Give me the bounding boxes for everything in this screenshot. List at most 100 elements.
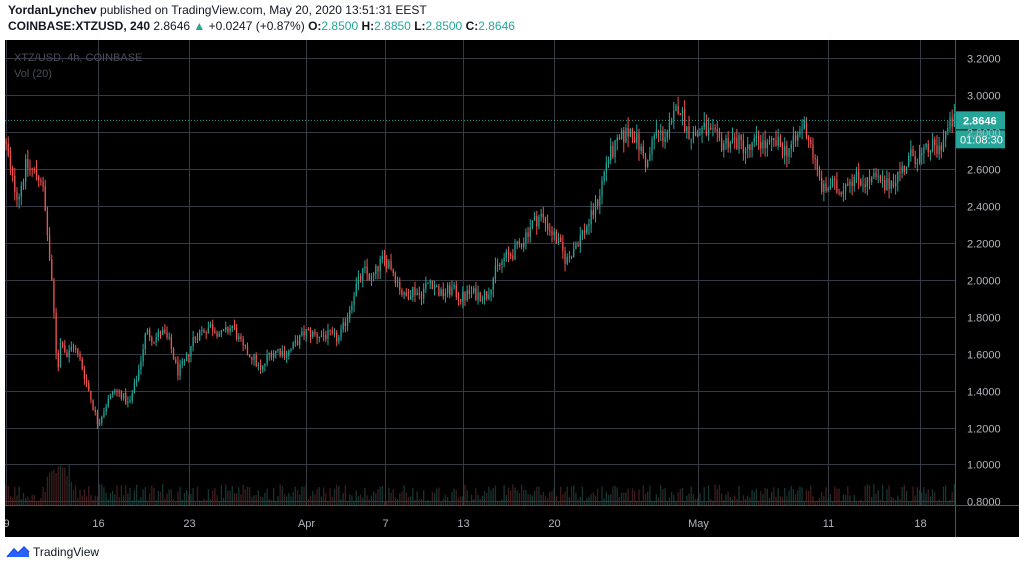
candle-up xyxy=(747,144,749,150)
candle-up xyxy=(768,140,771,143)
volume-bar xyxy=(85,496,88,505)
volume-bar xyxy=(340,499,342,505)
candle-down xyxy=(233,325,236,328)
volume-bar xyxy=(597,489,599,505)
candle-up xyxy=(218,333,220,337)
symbol-label[interactable]: COINBASE:XTZUSD, 240 xyxy=(8,19,151,33)
tradingview-logo-icon[interactable] xyxy=(6,545,30,559)
candle-down xyxy=(303,331,305,336)
volume-bar xyxy=(116,485,118,505)
candle-down xyxy=(879,175,882,181)
chart-panel[interactable]: 2.8646 01:08:30 0.8000 1.0000 1.2000 1.4000 1… xyxy=(5,40,1019,537)
volume-bar xyxy=(238,487,240,505)
volume-bar xyxy=(757,501,760,505)
candle-up xyxy=(514,244,516,260)
volume-bar xyxy=(214,488,216,505)
volume-bar xyxy=(488,486,490,505)
volume-bar xyxy=(131,500,133,505)
candle-up xyxy=(338,337,340,342)
volume-bar xyxy=(605,491,608,505)
volume-bar xyxy=(168,489,170,505)
current-price-tag xyxy=(956,111,1005,130)
volume-bar xyxy=(22,492,25,505)
volume-bar xyxy=(860,499,862,505)
candle-up xyxy=(729,141,731,149)
candle-up xyxy=(416,292,418,296)
candle-down xyxy=(781,146,784,156)
candle-down xyxy=(597,199,599,206)
volume-bar xyxy=(112,490,114,505)
candle-up xyxy=(862,184,864,186)
volume-bar xyxy=(807,491,810,505)
candle-down xyxy=(399,281,401,291)
volume-bar xyxy=(127,493,129,505)
candle-up xyxy=(285,355,288,358)
volume-bar xyxy=(277,495,279,505)
price-tick-label: 3.2000 xyxy=(967,54,1001,66)
candle-down xyxy=(296,340,299,346)
legend-symbol[interactable]: XTZ/USD, 4h, COINBASE xyxy=(14,52,143,64)
candle-up xyxy=(488,294,490,299)
candle-down xyxy=(775,139,777,146)
volume-bar xyxy=(944,485,947,505)
candle-up xyxy=(379,259,381,272)
volume-bar xyxy=(96,496,99,505)
volume-bar xyxy=(727,491,729,505)
volume-bar xyxy=(914,495,916,505)
volume-bar xyxy=(677,492,679,505)
volume-bar xyxy=(366,495,368,505)
volume-bar xyxy=(235,493,238,505)
candle-up xyxy=(412,287,414,297)
candle-up xyxy=(712,128,714,130)
candlestick-chart[interactable]: 2.8646 01:08:30 0.8000 1.0000 1.2000 1.4000 1… xyxy=(5,40,1019,537)
candle-down xyxy=(164,329,166,333)
volume-bar xyxy=(647,491,649,505)
volume-bar xyxy=(701,501,703,505)
volume-bar xyxy=(921,492,923,505)
candle-down xyxy=(549,230,551,232)
volume-bar xyxy=(249,487,251,505)
open-value: 2.8500 xyxy=(321,19,359,33)
candle-down xyxy=(44,186,46,212)
author-name[interactable]: YordanLynchev xyxy=(8,3,97,17)
candle-down xyxy=(544,217,547,224)
candle-up xyxy=(423,288,425,299)
price-tick-label: 2.6000 xyxy=(967,165,1001,177)
candle-down xyxy=(740,134,742,141)
volume-bar xyxy=(27,496,29,505)
volume-bar xyxy=(697,498,699,505)
volume-bar xyxy=(649,485,651,505)
candle-up xyxy=(473,288,475,292)
price-tick-label: 2.2000 xyxy=(967,239,1001,251)
volume-bar xyxy=(44,492,46,505)
candle-up xyxy=(362,268,364,280)
volume-bar xyxy=(601,486,603,505)
publish-info: YordanLynchev published on TradingView.c… xyxy=(8,2,1018,18)
candle-down xyxy=(79,353,81,360)
volume-bar xyxy=(690,486,692,505)
volume-bar xyxy=(409,496,412,505)
candle-down xyxy=(868,177,871,183)
candle-down xyxy=(546,223,549,231)
candle-up xyxy=(842,191,845,195)
volume-bar xyxy=(688,493,690,505)
candle-up xyxy=(675,105,677,111)
legend-volume[interactable]: Vol (20) xyxy=(14,68,52,80)
volume-bar xyxy=(938,499,940,505)
candle-up xyxy=(290,348,292,351)
tradingview-brand[interactable]: TradingView xyxy=(33,545,100,559)
candle-up xyxy=(910,149,912,157)
candle-down xyxy=(816,159,818,170)
candle-down xyxy=(322,335,325,337)
volume-bar xyxy=(244,489,246,505)
candle-down xyxy=(644,155,647,167)
volume-bar xyxy=(394,497,397,505)
candle-down xyxy=(27,159,29,169)
volume-bar xyxy=(329,487,331,505)
candle-down xyxy=(631,129,634,139)
candle-down xyxy=(11,167,14,176)
volume-bar xyxy=(64,467,66,505)
candle-down xyxy=(314,331,316,334)
candle-up xyxy=(616,137,618,141)
volume-bar xyxy=(877,489,879,505)
